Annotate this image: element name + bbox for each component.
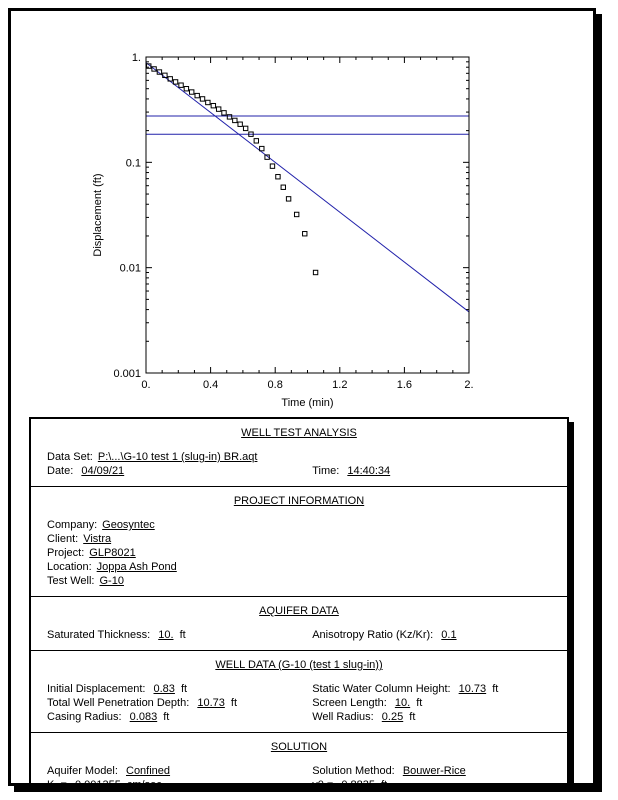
solution-method-label: Solution Method:: [312, 765, 395, 777]
axis-ticks: [145, 56, 470, 374]
fit-line: [145, 62, 470, 313]
svg-text:2.: 2.: [464, 379, 473, 391]
casing-radius-unit: ft: [163, 711, 170, 723]
svg-text:1.: 1.: [132, 52, 141, 64]
aquifer-model-value: Confined: [126, 765, 171, 777]
saturated-thickness-label: Saturated Thickness:: [47, 629, 151, 641]
well-radius-value: 0.25: [381, 711, 404, 723]
client-value: Vistra: [83, 533, 112, 545]
report-page: 0. 0.4 0.8 1.2 1.6 2. 1. 0.1 0.01 0.001 Time (min)…: [8, 8, 596, 786]
screen-length-label: Screen Length:: [312, 697, 387, 709]
project-information-heading: PROJECT INFORMATION: [233, 495, 365, 507]
casing-radius-label: Casing Radius:: [47, 711, 122, 723]
location-label: Location:: [47, 561, 92, 573]
y-axis-label: Displacement (ft): [92, 173, 104, 256]
observed-data-points: [146, 63, 319, 276]
initial-displacement-label: Initial Displacement:: [47, 683, 146, 695]
displacement-chart: 0. 0.4 0.8 1.2 1.6 2. 1. 0.1 0.01 0.001 Time (min)…: [92, 52, 474, 409]
project-value: GLP8021: [89, 547, 136, 559]
test-well-label: Test Well:: [47, 575, 95, 587]
svg-text:0.: 0.: [141, 379, 150, 391]
total-well-penetration-depth-label: Total Well Penetration Depth:: [47, 697, 190, 709]
well-data-row-3: Casing Radius: 0.083 ft Well Radius: 0.2…: [31, 710, 567, 724]
section-well-data: WELL DATA (G-10 (test 1 slug-in)) Initia…: [31, 650, 567, 732]
anisotropy-ratio-label: Anisotropy Ratio (Kz/Kr):: [312, 629, 434, 641]
y0-value: 0.8835: [341, 779, 376, 786]
y0-label: y0 =: [312, 779, 334, 786]
data-set-label: Data Set:: [47, 451, 93, 463]
aquifer-data-heading: AQUIFER DATA: [259, 605, 339, 617]
saturated-thickness-value: 10.: [158, 629, 174, 641]
well-radius-label: Well Radius:: [312, 711, 374, 723]
well-data-row-1: Initial Displacement: 0.83 ft Static Wat…: [31, 682, 567, 696]
casing-radius-value: 0.083: [129, 711, 158, 723]
aquifer-data-row: Saturated Thickness: 10. ft Anisotropy R…: [31, 628, 567, 642]
well-radius-unit: ft: [409, 711, 416, 723]
section-project-information: PROJECT INFORMATION Company: Geosyntec C…: [31, 486, 567, 596]
svg-text:1.2: 1.2: [332, 379, 347, 391]
solution-heading: SOLUTION: [270, 741, 328, 753]
chart-area: 0. 0.4 0.8 1.2 1.6 2. 1. 0.1 0.01 0.001 Time (min)…: [11, 11, 593, 411]
hydraulic-conductivity-label: K =: [47, 779, 67, 786]
date-time-row: Date: 04/09/21 Time: 14:40:34: [31, 464, 567, 478]
initial-displacement-value: 0.83: [153, 683, 175, 695]
report-box: WELL TEST ANALYSIS Data Set: P:\...\G-10…: [29, 417, 569, 786]
axis-tick-labels: 0. 0.4 0.8 1.2 1.6 2. 1. 0.1 0.01 0.001: [113, 52, 473, 391]
svg-text:0.1: 0.1: [126, 157, 141, 169]
aquifer-model-label: Aquifer Model:: [47, 765, 118, 777]
static-water-column-height-value: 10.73: [458, 683, 487, 695]
data-set-row: Data Set: P:\...\G-10 test 1 (slug-in) B…: [31, 450, 567, 464]
svg-text:1.6: 1.6: [397, 379, 412, 391]
static-water-column-height-label: Static Water Column Height:: [312, 683, 451, 695]
section-well-test-analysis: WELL TEST ANALYSIS Data Set: P:\...\G-10…: [31, 419, 567, 486]
time-label: Time:: [312, 465, 340, 477]
svg-text:0.4: 0.4: [203, 379, 218, 391]
location-value: Joppa Ash Pond: [96, 561, 177, 573]
client-row: Client: Vistra: [31, 532, 567, 546]
section-aquifer-data: AQUIFER DATA Saturated Thickness: 10. ft…: [31, 596, 567, 650]
solution-row-1: Aquifer Model: Confined Solution Method:…: [31, 764, 567, 778]
svg-text:0.01: 0.01: [120, 263, 141, 275]
saturated-thickness-unit: ft: [179, 629, 186, 641]
y0-unit: ft: [381, 779, 388, 786]
company-row: Company: Geosyntec: [31, 518, 567, 532]
date-label: Date:: [47, 465, 74, 477]
section-solution: SOLUTION Aquifer Model: Confined Solutio…: [31, 732, 567, 786]
project-row: Project: GLP8021: [31, 546, 567, 560]
time-value: 14:40:34: [347, 465, 391, 477]
hydraulic-conductivity-value: 0.001355: [74, 779, 121, 786]
data-set-value: P:\...\G-10 test 1 (slug-in) BR.aqt: [97, 451, 258, 463]
screen-length-value: 10.: [394, 697, 411, 709]
hydraulic-conductivity-unit: cm/sec: [126, 779, 162, 786]
initial-displacement-unit: ft: [180, 683, 188, 695]
location-row: Location: Joppa Ash Pond: [31, 560, 567, 574]
company-value: Geosyntec: [102, 519, 155, 531]
date-value: 04/09/21: [81, 465, 125, 477]
well-data-row-2: Total Well Penetration Depth: 10.73 ft S…: [31, 696, 567, 710]
well-data-heading: WELL DATA (G-10 (test 1 slug-in)): [215, 659, 383, 671]
solution-row-2: K = 0.001355 cm/sec y0 = 0.8835 ft: [31, 778, 567, 786]
client-label: Client:: [47, 533, 79, 545]
screen-length-unit: ft: [416, 697, 423, 709]
well-test-analysis-heading: WELL TEST ANALYSIS: [241, 427, 357, 439]
test-well-row: Test Well: G-10: [31, 574, 567, 588]
plot-frame: [145, 56, 470, 374]
svg-text:0.8: 0.8: [268, 379, 283, 391]
total-well-penetration-depth-value: 10.73: [197, 697, 225, 709]
head-range-lines: [146, 115, 469, 135]
total-well-penetration-depth-unit: ft: [230, 697, 238, 709]
svg-text:0.001: 0.001: [113, 368, 141, 380]
company-label: Company:: [47, 519, 98, 531]
x-axis-label: Time (min): [281, 397, 333, 409]
project-label: Project:: [47, 547, 85, 559]
static-water-column-height-unit: ft: [492, 683, 499, 695]
solution-method-value: Bouwer-Rice: [402, 765, 466, 777]
test-well-value: G-10: [99, 575, 124, 587]
anisotropy-ratio-value: 0.1: [441, 629, 457, 641]
